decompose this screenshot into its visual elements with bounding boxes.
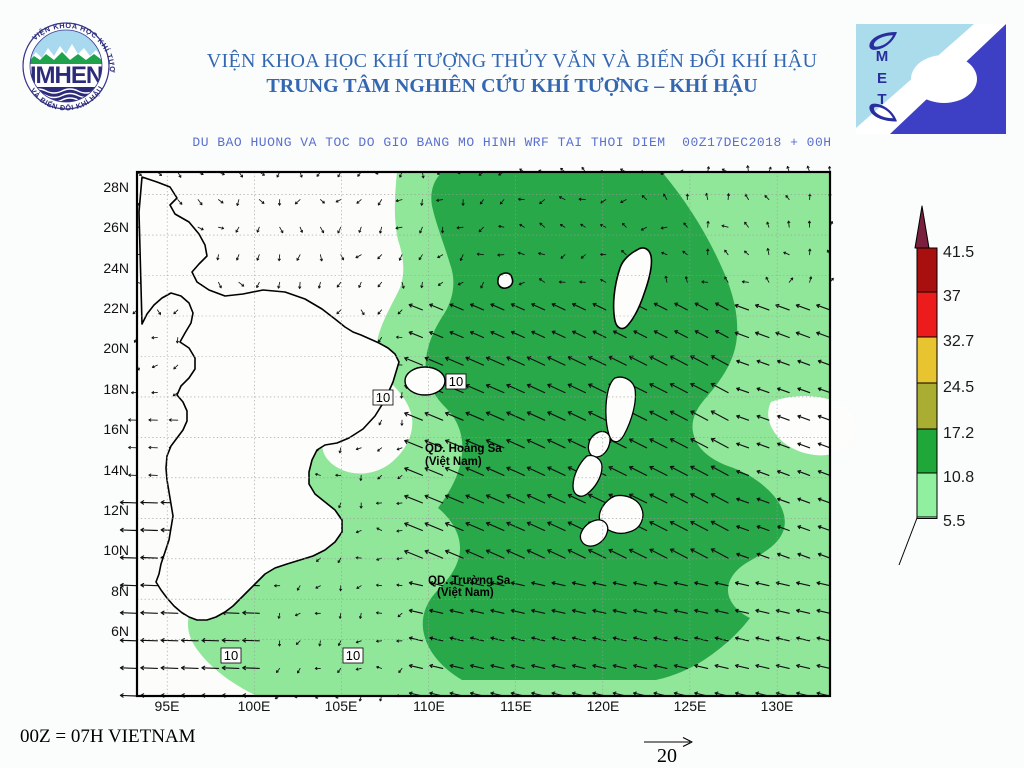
svg-text:QD. Hoàng Sa: QD. Hoàng Sa (425, 443, 502, 455)
svg-text:10: 10 (224, 648, 238, 663)
svg-text:10: 10 (346, 648, 360, 663)
svg-text:QD. Trường Sa: QD. Trường Sa (428, 575, 511, 587)
svg-text:5.5: 5.5 (943, 513, 965, 530)
svg-text:(Việt Nam): (Việt Nam) (437, 587, 494, 599)
svg-text:E: E (877, 70, 887, 87)
svg-text:17.2: 17.2 (943, 425, 974, 442)
svg-text:(Việt Nam): (Việt Nam) (425, 456, 482, 468)
svg-text:T: T (877, 91, 886, 108)
svg-text:10.8: 10.8 (943, 469, 974, 486)
svg-text:37: 37 (943, 288, 961, 305)
svg-text:32.7: 32.7 (943, 333, 974, 350)
svg-text:M: M (876, 48, 889, 65)
svg-text:10: 10 (449, 374, 463, 389)
svg-text:10: 10 (376, 390, 390, 405)
svg-text:24.5: 24.5 (943, 379, 974, 396)
svg-text:20: 20 (657, 745, 677, 765)
svg-text:41.5: 41.5 (943, 244, 974, 261)
